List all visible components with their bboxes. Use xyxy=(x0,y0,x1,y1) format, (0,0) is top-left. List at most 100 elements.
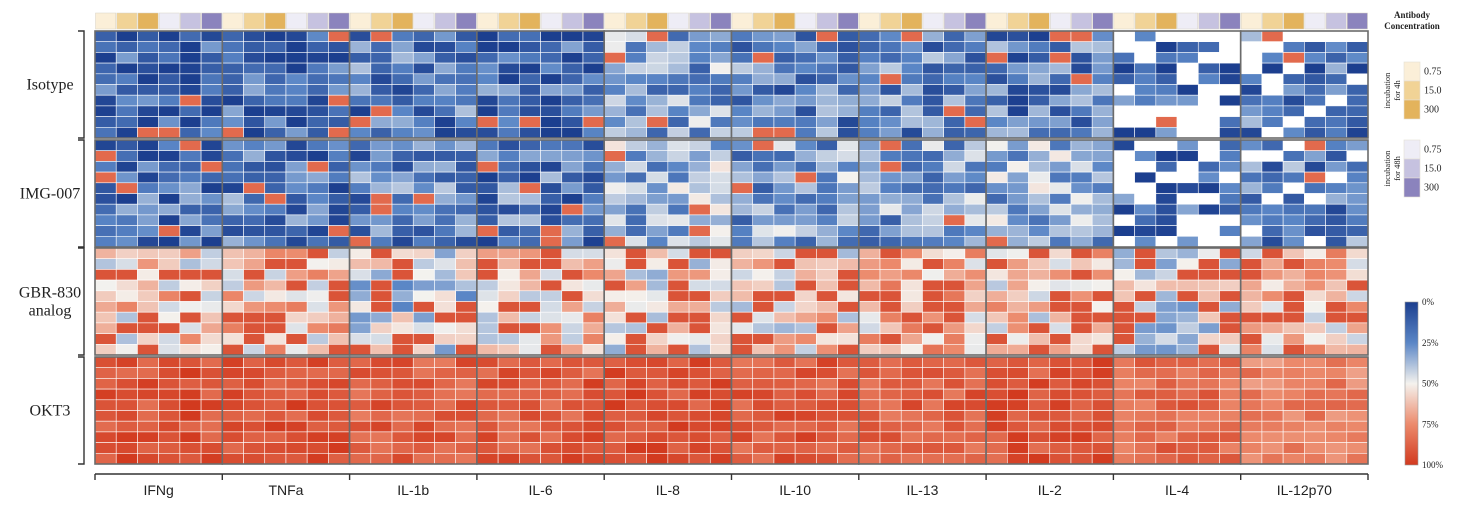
heatmap-cell xyxy=(179,378,202,390)
heatmap-cell xyxy=(540,116,563,128)
heatmap-cell xyxy=(943,171,966,184)
heatmap-cell xyxy=(1261,290,1284,302)
heatmap-cell xyxy=(412,171,435,184)
heatmap-cell xyxy=(1219,420,1241,433)
heatmap-cell xyxy=(158,161,181,173)
heatmap-cell xyxy=(1282,356,1305,368)
heatmap-cell xyxy=(943,30,966,42)
heatmap-cell xyxy=(1176,84,1199,96)
heatmap-cell xyxy=(370,30,393,42)
heatmap-cell xyxy=(412,399,435,411)
heatmap-cell xyxy=(667,333,690,345)
heatmap-cell xyxy=(1028,94,1051,107)
heatmap-cell xyxy=(1282,343,1305,356)
heatmap-cell xyxy=(115,311,138,324)
heatmap-cell xyxy=(943,258,966,270)
heatmap-cell xyxy=(497,431,520,443)
heatmap-cell xyxy=(264,442,287,454)
heatmap-cell xyxy=(752,442,775,454)
heatmap-cell xyxy=(816,258,838,270)
heatmap-cell xyxy=(858,105,881,117)
heatmap-cell xyxy=(1346,410,1369,422)
heatmap-cell xyxy=(731,182,754,194)
heatmap-cell xyxy=(200,343,223,356)
heatmap-cell xyxy=(200,378,223,390)
heatmap-cell xyxy=(794,84,817,96)
heatmap-cell xyxy=(1219,431,1241,443)
heatmap-cell xyxy=(264,52,287,64)
heatmap-cell xyxy=(709,247,732,259)
heatmap-cell xyxy=(603,258,626,270)
heatmap-cell xyxy=(858,225,881,237)
heatmap-cell xyxy=(794,41,817,53)
heatmap-cell xyxy=(922,301,944,313)
heatmap-cell xyxy=(1261,62,1284,75)
heatmap-cell xyxy=(922,105,944,117)
heatmap-cell xyxy=(667,236,690,248)
heatmap-cell xyxy=(603,367,626,379)
heatmap-cell xyxy=(922,73,944,85)
heatmap-cell xyxy=(412,420,435,433)
heatmap-cell xyxy=(222,171,244,184)
heatmap-cell xyxy=(285,105,308,117)
heatmap-cell xyxy=(837,84,860,96)
heatmap-cell xyxy=(349,258,372,270)
heatmap-cell xyxy=(94,139,117,151)
heatmap-cell xyxy=(1304,182,1326,194)
heatmap-cell xyxy=(1304,378,1326,390)
heatmap-cell xyxy=(1155,356,1178,368)
heatmap-cell xyxy=(625,410,647,422)
heatmap-cell xyxy=(625,105,647,117)
heatmap-cell xyxy=(1049,84,1072,96)
heatmap-cell xyxy=(1176,150,1199,162)
heatmap-cell xyxy=(646,367,669,379)
heatmap-cell xyxy=(816,290,838,302)
heatmap-cell xyxy=(1346,431,1369,443)
heatmap-cell xyxy=(1282,301,1305,313)
heatmap-cell xyxy=(1261,247,1284,259)
heatmap-cell xyxy=(391,30,414,42)
heatmap-cell xyxy=(1091,290,1114,302)
heatmap-cell xyxy=(158,52,181,64)
heatmap-cell xyxy=(200,333,223,345)
heatmap-cell xyxy=(370,301,393,313)
heatmap-cell xyxy=(94,94,117,107)
heatmap-cell xyxy=(476,30,499,42)
heatmap-cell xyxy=(1219,388,1241,401)
heatmap-cell xyxy=(1282,279,1305,292)
heatmap-cell xyxy=(497,73,520,85)
heatmap-cell xyxy=(306,301,329,313)
heatmap-cell xyxy=(540,127,563,139)
heatmap-cell xyxy=(540,182,563,194)
heatmap-cell xyxy=(1007,247,1029,259)
heatmap-cell xyxy=(243,301,266,313)
heatmap-cell xyxy=(816,150,838,162)
heatmap-cell xyxy=(816,30,838,42)
heatmap-cell xyxy=(158,41,181,53)
heatmap-cell xyxy=(1091,333,1114,345)
heatmap-cell xyxy=(731,105,754,117)
heatmap-cell xyxy=(858,161,881,173)
heatmap-cell xyxy=(137,30,159,42)
heatmap-cell xyxy=(922,116,944,128)
heatmap-cell xyxy=(1282,203,1305,216)
heatmap-cell xyxy=(1219,290,1241,302)
heatmap-cell xyxy=(731,94,754,107)
heatmap-cell xyxy=(582,41,605,53)
heatmap-cell xyxy=(1070,127,1093,139)
heatmap-cell xyxy=(285,311,308,324)
heatmap-cell xyxy=(816,225,838,237)
heatmap-cell xyxy=(1070,182,1093,194)
concentration-strip-cell xyxy=(604,12,626,30)
heatmap-cell xyxy=(985,171,1008,184)
heatmap-cell xyxy=(1346,269,1369,281)
heatmap-cell xyxy=(1219,171,1241,184)
legend-level-label: 0.75 xyxy=(1424,67,1442,78)
heatmap-cell xyxy=(1176,356,1199,368)
heatmap-cell xyxy=(709,41,732,53)
heatmap-cell xyxy=(731,139,754,151)
heatmap-cell xyxy=(370,399,393,411)
heatmap-cell xyxy=(752,301,775,313)
heatmap-cell xyxy=(264,333,287,345)
heatmap-cell xyxy=(858,30,881,42)
